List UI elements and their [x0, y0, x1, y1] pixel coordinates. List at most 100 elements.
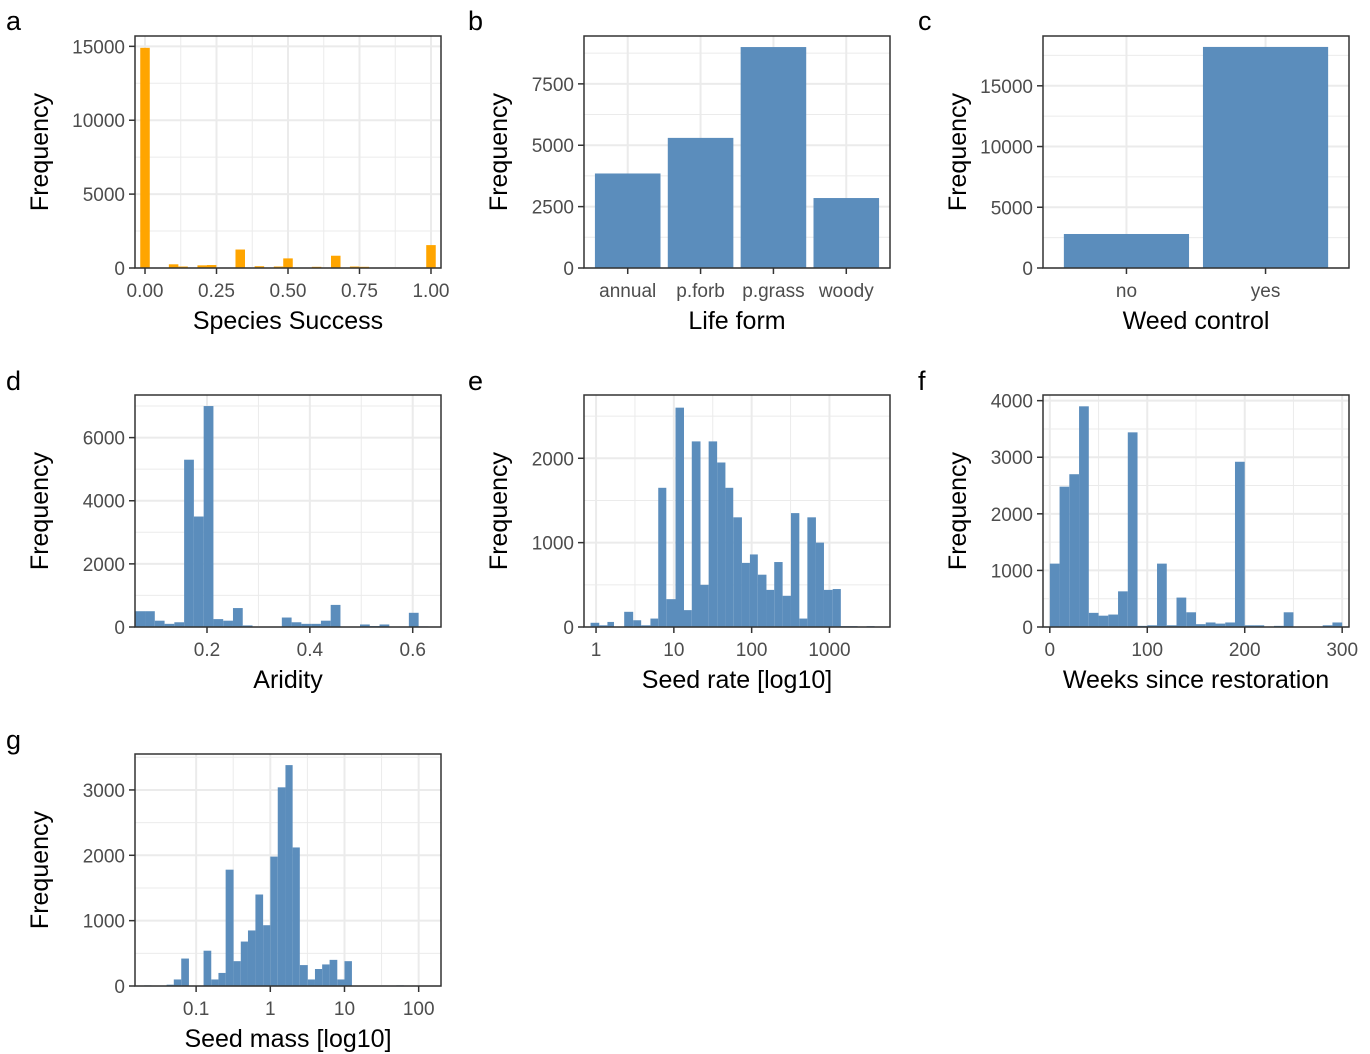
histogram-bar — [700, 584, 709, 627]
histogram-bar — [329, 959, 338, 986]
x-axis-title: Life form — [688, 307, 785, 335]
y-tick-label: 3000 — [991, 448, 1033, 469]
x-tick-label: 1 — [265, 999, 276, 1020]
panel-border — [1042, 394, 1350, 628]
panel-border — [583, 35, 891, 269]
x-tick-label: 0.25 — [198, 281, 235, 302]
x-tick-label: 0.2 — [194, 640, 220, 661]
histogram-bar — [145, 611, 155, 627]
histogram-bar — [807, 517, 816, 627]
histogram-bar — [823, 589, 833, 627]
x-tick-label: 0.00 — [127, 281, 164, 302]
y-tick-label: 2000 — [991, 505, 1033, 526]
histogram-bar — [270, 856, 278, 986]
histogram-bar — [174, 622, 185, 627]
x-tick-label: no — [1116, 281, 1137, 302]
y-tick-label: 4000 — [83, 492, 125, 513]
y-axis-title: Frequency — [485, 92, 513, 211]
histogram-bar — [1118, 591, 1128, 627]
y-tick-label: 15000 — [72, 37, 125, 58]
histogram-bar — [314, 969, 323, 986]
bar — [813, 198, 880, 268]
y-tick-label: 5000 — [83, 185, 125, 206]
x-tick-label: 300 — [1326, 640, 1358, 661]
histogram-bar — [281, 617, 292, 627]
x-axis-title: Species Success — [193, 307, 383, 335]
y-tick-label: 4000 — [991, 392, 1033, 413]
panel-label: b — [468, 6, 483, 36]
y-tick-label: 2000 — [83, 555, 125, 576]
x-axis-title: Weed control — [1123, 307, 1270, 335]
panel-c: 0 5000 10000 15000 no yes Weed control Frequenc… — [918, 6, 1350, 335]
panel-e: 0 1000 2000 1 10 100 1000 Seed rate [log10] Freq… — [468, 366, 891, 694]
panel-g: 0 1000 2000 3000 0.1 1 10 100 Seed mass [log10] F… — [6, 725, 442, 1053]
histogram-bar — [675, 407, 684, 627]
histogram-bar — [799, 618, 808, 627]
histogram-bar — [203, 406, 214, 627]
y-tick-label: 2000 — [83, 846, 125, 867]
histogram-bar — [193, 516, 204, 627]
histogram-bar — [283, 258, 293, 268]
x-axis-title: Weeks since restoration — [1063, 666, 1329, 694]
histogram-bar — [1059, 486, 1070, 627]
x-tick-label: 0.6 — [400, 640, 426, 661]
histogram-bar — [650, 618, 659, 627]
histogram-bar — [782, 595, 791, 627]
histogram-bar — [426, 245, 436, 268]
panel-border — [134, 753, 442, 987]
histogram-bar — [1157, 563, 1167, 627]
y-tick-label: 1000 — [83, 912, 125, 933]
histogram-bar — [1166, 625, 1177, 627]
x-tick-label: 100 — [736, 640, 768, 661]
histogram-bar — [379, 624, 390, 627]
histogram-bar — [168, 264, 179, 268]
histogram-bar — [683, 610, 692, 627]
x-tick-label: 0.4 — [297, 640, 324, 661]
histogram-bar — [1176, 597, 1187, 627]
bar — [1063, 233, 1190, 268]
histogram-bar — [301, 623, 312, 627]
panel-label: c — [918, 6, 932, 36]
histogram-bar — [285, 765, 293, 986]
histogram-bar — [213, 619, 224, 627]
bar — [667, 137, 734, 268]
histogram-bar — [154, 620, 165, 627]
histogram-bar — [641, 625, 651, 627]
histogram-bar — [235, 249, 246, 268]
panel-border — [583, 394, 891, 628]
histogram-bar — [1332, 622, 1343, 627]
histogram-bar — [590, 622, 600, 627]
histogram-bar — [1079, 406, 1089, 627]
plot-background — [135, 395, 441, 627]
histogram-bar — [232, 608, 243, 627]
histogram-bar — [135, 611, 146, 627]
x-tick-label: 0.50 — [270, 281, 307, 302]
x-tick-label: 10 — [663, 640, 684, 661]
histogram-bar — [225, 869, 234, 986]
panel-f: 0 1000 2000 3000 4000 0 100 200 300 Weeks since r… — [918, 366, 1358, 694]
y-axis-title: Frequency — [944, 92, 972, 211]
panel-b: 0 2500 5000 7500 annual p.forb p.grass woody Lif… — [468, 6, 891, 335]
histogram-bar — [240, 941, 248, 986]
histogram-bar — [1254, 625, 1265, 627]
bar — [1202, 46, 1329, 268]
histogram-bar — [766, 589, 775, 627]
histogram-bar — [624, 611, 634, 627]
histogram-bar — [790, 513, 800, 627]
histogram-bar — [1283, 612, 1294, 627]
histogram-bar — [299, 965, 308, 986]
panel-label: a — [6, 6, 22, 36]
bar — [594, 173, 661, 268]
y-tick-label: 0 — [114, 618, 125, 639]
histogram-bar — [263, 925, 271, 986]
histogram-bar — [658, 487, 667, 627]
y-tick-label: 0 — [563, 618, 574, 639]
x-axis-title: Seed rate [log10] — [642, 666, 832, 694]
histogram-bar — [254, 266, 265, 268]
panel-label: d — [6, 366, 21, 396]
y-axis-title: Frequency — [26, 92, 54, 211]
y-axis-title: Frequency — [26, 810, 54, 929]
x-tick-label: 0.1 — [183, 999, 209, 1020]
y-tick-label: 1000 — [532, 534, 574, 555]
histogram-bar — [1088, 612, 1099, 627]
